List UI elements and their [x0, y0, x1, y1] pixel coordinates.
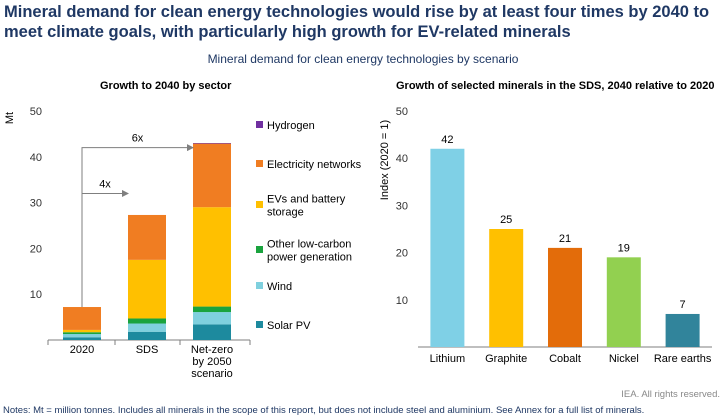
bar-segment-electricity-networks [193, 143, 231, 208]
x-tick-label: Graphite [485, 353, 527, 365]
bar-segment-wind [63, 334, 101, 338]
bar-segment-evs-and-battery-storage [128, 259, 166, 319]
x-tick-label: by 2050 [192, 356, 231, 368]
y-tick-label: 40 [396, 153, 408, 165]
y-tick-label: 10 [30, 289, 42, 301]
bar [489, 229, 524, 347]
growth-annotation-label: 4x [99, 178, 111, 190]
y-tick-label: 50 [30, 106, 42, 118]
chart-subtitle: Mineral demand for clean energy technolo… [207, 52, 519, 66]
legend-swatch [256, 201, 263, 208]
legend-label: Other low-carbon [267, 239, 351, 251]
legend-label: power generation [267, 252, 352, 264]
legend-swatch [256, 282, 263, 289]
legend-label: Electricity networks [267, 159, 362, 171]
growth-arrow [81, 144, 194, 308]
data-label: 42 [441, 134, 453, 146]
x-tick-label: Net-zero [191, 344, 233, 356]
credit: IEA. All rights reserved. [621, 389, 720, 400]
headline: Mineral demand for clean energy technolo… [4, 3, 710, 41]
bar [548, 247, 582, 347]
bar-segment-electricity-networks [128, 214, 166, 260]
y-axis-label: Index (2020 = 1) [379, 120, 391, 200]
x-tick-label: scenario [191, 368, 233, 380]
legend-label: Hydrogen [267, 120, 315, 132]
notes: Notes: Mt = million tonnes. Includes all… [3, 405, 645, 416]
y-tick-label: 30 [30, 198, 42, 210]
right-chart-title: Growth of selected minerals in the SDS, … [396, 80, 715, 92]
y-tick-label: 40 [30, 152, 42, 164]
legend-swatch [256, 246, 263, 253]
bar-segment-solar-pv [128, 331, 166, 340]
legend-label: Wind [267, 281, 292, 293]
legend-swatch [256, 160, 263, 167]
x-tick-label: 2020 [70, 344, 94, 356]
bar [665, 313, 700, 347]
y-tick-label: 20 [30, 243, 42, 255]
data-label: 7 [680, 299, 686, 311]
bar-segment-solar-pv [193, 324, 231, 340]
y-axis-label: Mt [4, 112, 16, 124]
x-tick-label: Rare earths [654, 353, 712, 365]
y-tick-label: 30 [396, 200, 408, 212]
left-chart-title: Growth to 2040 by sector [100, 80, 232, 92]
bar [606, 257, 641, 347]
legend-swatch [256, 321, 263, 328]
x-tick-label: Lithium [430, 353, 465, 365]
bar-segment-other-low-carbon-power-generation [63, 332, 101, 335]
legend-swatch [256, 121, 263, 128]
bar-segment-other-low-carbon-power-generation [128, 318, 166, 324]
bar-segment-wind [193, 312, 231, 325]
data-label: 21 [559, 233, 571, 245]
bar-segment-electricity-networks [63, 307, 101, 330]
legend-label: EVs and battery [267, 194, 346, 206]
y-tick-label: 10 [396, 295, 408, 307]
data-label: 19 [618, 242, 630, 254]
y-tick-label: 50 [396, 106, 408, 118]
bar-segment-other-low-carbon-power-generation [193, 306, 231, 313]
data-label: 25 [500, 214, 512, 226]
x-tick-label: Nickel [609, 353, 639, 365]
mineral-growth-chart: Index (2020 = 1) 10 20 30 40 50 42 Lithium 25 Gra… [379, 106, 712, 365]
growth-annotation-label: 6x [132, 133, 144, 145]
y-tick-label: 20 [396, 248, 408, 260]
bar-segment-evs-and-battery-storage [193, 207, 231, 307]
legend-label: Solar PV [267, 320, 311, 332]
bar [430, 148, 465, 347]
legend-label: storage [267, 207, 304, 219]
bar-segment-solar-pv [63, 337, 101, 340]
x-tick-label: SDS [136, 344, 159, 356]
x-tick-label: Cobalt [549, 353, 581, 365]
bar-segment-wind [128, 323, 166, 332]
bar-segment-evs-and-battery-storage [63, 329, 101, 333]
bar-segment-hydrogen [193, 143, 231, 144]
